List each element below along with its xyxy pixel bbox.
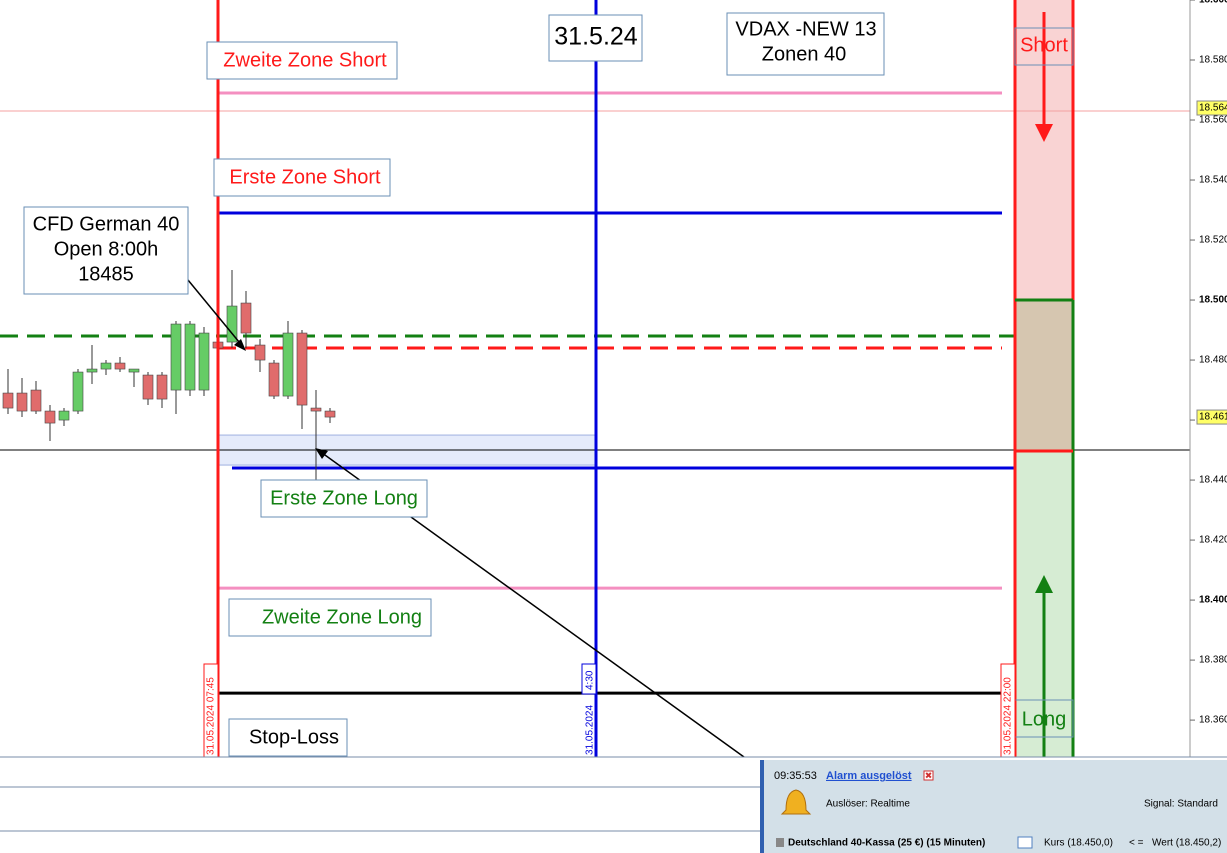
alarm-popup	[760, 760, 1227, 853]
alarm-border	[760, 760, 764, 853]
annotation: Stop-Loss	[249, 726, 339, 748]
candle-body	[86, 368, 98, 373]
price-marker	[1196, 409, 1227, 425]
candle-body	[114, 362, 126, 370]
y-tick-label: 18.520	[1199, 235, 1227, 246]
alarm-price: Kurs (18.450,0)	[1044, 838, 1113, 849]
candle-body	[72, 371, 84, 412]
price-marker-label: 18.564	[1199, 103, 1227, 114]
y-tick-label: 18.400	[1199, 595, 1227, 606]
annotation-box	[548, 14, 643, 62]
y-tick-label: 18.540	[1199, 175, 1227, 186]
annotation-box	[206, 41, 398, 80]
y-tick-label: 18.360	[1199, 715, 1227, 726]
candle-body	[324, 410, 336, 418]
candle-body	[170, 323, 182, 391]
annotation: Open 8:00h	[54, 238, 159, 260]
y-tick-label: 18.380	[1199, 655, 1227, 666]
pointer-head	[234, 339, 246, 351]
candle-body	[282, 332, 294, 397]
annotation: Zweite Zone Short	[223, 49, 387, 71]
y-tick-label: 18.580	[1199, 55, 1227, 66]
alarm-value: Wert (18.450,2)	[1152, 838, 1221, 849]
annotation: Short	[1020, 34, 1068, 56]
candle-body	[2, 392, 14, 409]
candle-body	[296, 332, 308, 406]
candle-body	[156, 374, 168, 400]
y-tick-label: 18.500	[1199, 295, 1227, 306]
annotation-box	[260, 479, 428, 518]
close-icon-x: ✖	[925, 770, 933, 780]
y-tick-label: 18.600	[1199, 0, 1227, 6]
candle-body	[100, 362, 112, 370]
annotation: Zweite Zone Long	[262, 606, 422, 628]
lock-icon	[776, 838, 784, 847]
price-marker-label: 18.461	[1199, 412, 1227, 423]
candle-body	[310, 407, 322, 412]
y-tick-label: 18.420	[1199, 535, 1227, 546]
annotation: Erste Zone Long	[270, 487, 418, 509]
candle-body	[184, 323, 196, 391]
candle-body	[128, 368, 140, 373]
alarm-signal: Signal: Standard	[1144, 799, 1218, 810]
annotation: 31.5.24	[554, 23, 638, 51]
candle-body	[44, 410, 56, 424]
time-label: 4:30	[585, 670, 596, 690]
chart-icon[interactable]	[1017, 836, 1033, 849]
layer	[2, 270, 336, 490]
bell-icon	[780, 789, 812, 815]
candle-body	[254, 344, 266, 361]
candle-body	[268, 362, 280, 397]
annotation: CFD German 40	[33, 213, 180, 235]
annotation-box	[726, 12, 885, 76]
close-icon[interactable]	[923, 770, 934, 781]
y-tick-label: 18.440	[1199, 475, 1227, 486]
y-tick-label: 18.480	[1199, 355, 1227, 366]
annotation-box	[23, 206, 189, 295]
arrow-head	[1035, 124, 1053, 142]
annotation-box	[228, 718, 348, 757]
y-axis: 18.36018.38018.40018.42018.44018.46018.4…	[1190, 0, 1227, 726]
candle-body	[58, 410, 70, 421]
alarm-time: 09:35:53	[774, 770, 817, 782]
annotation: Zonen 40	[762, 43, 847, 65]
pointer-head	[315, 448, 328, 459]
annotation: Long	[1022, 708, 1067, 730]
annotation: Erste Zone Short	[229, 166, 381, 188]
candle-body	[226, 305, 238, 343]
zone	[1015, 300, 1073, 451]
annotation-box	[1014, 27, 1074, 66]
candle-body	[16, 392, 28, 412]
price-marker	[1196, 100, 1227, 116]
alarm-title[interactable]: Alarm ausgelöst	[826, 770, 912, 782]
y-axis-bg	[1190, 0, 1227, 757]
candle-body	[240, 302, 252, 334]
time-label: 31.05.2024	[585, 705, 596, 755]
alarm-instrument: Deutschland 40-Kassa (25 €) (15 Minuten)	[788, 838, 985, 849]
pointer	[187, 279, 245, 349]
annotation-box	[228, 598, 432, 637]
y-tick-label: 18.560	[1199, 115, 1227, 126]
candle-body	[198, 332, 210, 391]
time-label: 31.05.2024 07:45	[206, 677, 217, 755]
candle-body	[30, 389, 42, 412]
alarm-op: < =	[1129, 838, 1144, 849]
arrow-head	[1035, 575, 1053, 593]
time-label-box	[581, 663, 597, 695]
candle-body	[142, 374, 154, 400]
annotation-box	[213, 158, 391, 197]
alarm-trigger: Auslöser: Realtime	[826, 799, 910, 810]
annotation: VDAX -NEW 13	[735, 18, 876, 40]
time-label: 31.05.2024 22:00	[1003, 677, 1014, 755]
annotation: 18485	[78, 263, 134, 285]
